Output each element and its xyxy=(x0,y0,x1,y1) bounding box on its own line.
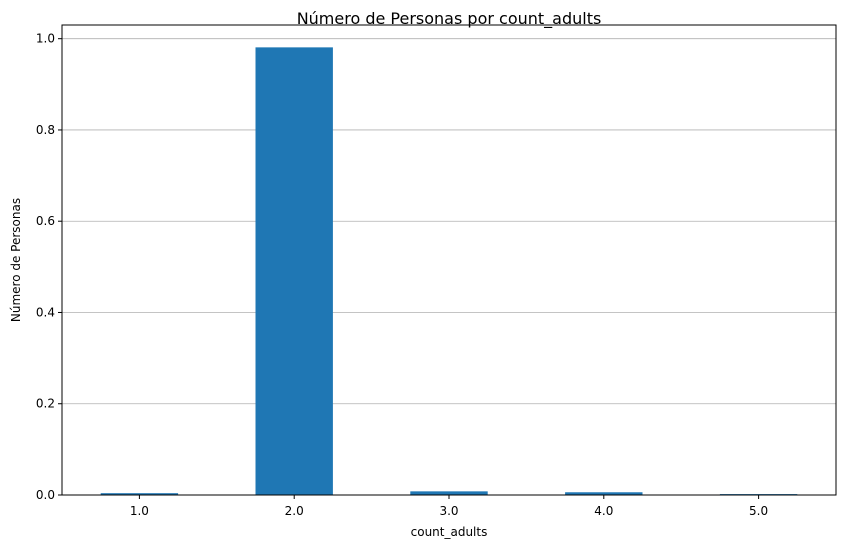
plot-frame xyxy=(61,24,837,496)
x-tick-label: 4.0 xyxy=(594,504,613,518)
bar-3.0 xyxy=(410,491,488,495)
chart-title: Número de Personas por count_adults xyxy=(297,9,602,29)
y-tick-label: 0.2 xyxy=(36,397,55,411)
bar-4.0 xyxy=(565,492,643,495)
y-axis-ticks: 0.0 0.2 0.4 0.6 0.8 1.0 xyxy=(36,32,62,502)
bar-2.0 xyxy=(255,47,333,495)
x-tick-label: 3.0 xyxy=(439,504,458,518)
bar-1.0 xyxy=(100,493,179,495)
y-gridlines xyxy=(62,38,836,496)
y-tick-label: 0.8 xyxy=(36,123,55,137)
x-tick-label: 2.0 xyxy=(285,504,304,518)
y-tick-label: 0.0 xyxy=(36,488,55,502)
y-axis-label: Número de Personas xyxy=(9,198,23,322)
bars xyxy=(100,47,798,495)
y-tick-label: 1.0 xyxy=(36,32,55,46)
x-tick-label: 1.0 xyxy=(130,504,149,518)
x-axis-label: count_adults xyxy=(411,525,488,539)
y-tick-label: 0.4 xyxy=(36,305,55,319)
x-tick-label: 5.0 xyxy=(749,504,768,518)
y-tick-label: 0.6 xyxy=(36,214,55,228)
x-axis-ticks: 1.0 2.0 3.0 4.0 5.0 xyxy=(130,495,768,518)
